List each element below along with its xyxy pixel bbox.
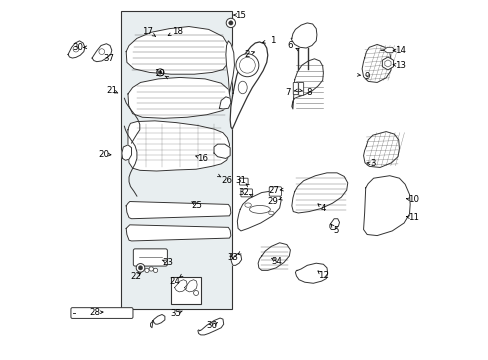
Ellipse shape — [244, 203, 251, 207]
Text: 13: 13 — [394, 61, 405, 70]
Polygon shape — [380, 47, 394, 53]
Circle shape — [193, 291, 198, 296]
Polygon shape — [122, 145, 131, 160]
Polygon shape — [291, 173, 347, 213]
Text: 30: 30 — [72, 43, 83, 52]
Text: 10: 10 — [407, 195, 418, 204]
Polygon shape — [230, 42, 267, 129]
Text: 36: 36 — [206, 321, 217, 330]
Text: 6: 6 — [287, 41, 292, 50]
FancyBboxPatch shape — [71, 308, 133, 319]
Polygon shape — [128, 77, 230, 118]
FancyBboxPatch shape — [241, 189, 252, 197]
Polygon shape — [214, 144, 230, 158]
Text: 7: 7 — [285, 87, 290, 96]
FancyBboxPatch shape — [269, 187, 281, 196]
Circle shape — [144, 268, 149, 273]
Circle shape — [228, 21, 233, 25]
Circle shape — [136, 264, 144, 272]
Text: 1: 1 — [269, 36, 275, 45]
Circle shape — [99, 49, 104, 54]
Circle shape — [235, 54, 258, 77]
Text: 2: 2 — [244, 50, 249, 59]
Text: 4: 4 — [320, 204, 325, 213]
Text: 8: 8 — [305, 87, 311, 96]
Text: 26: 26 — [221, 176, 232, 185]
Text: 12: 12 — [317, 271, 328, 280]
Polygon shape — [174, 280, 187, 292]
Text: 32: 32 — [238, 188, 249, 197]
Text: 14: 14 — [394, 46, 405, 55]
Text: 21: 21 — [106, 86, 117, 95]
FancyBboxPatch shape — [298, 82, 303, 95]
FancyBboxPatch shape — [239, 178, 247, 185]
Text: 16: 16 — [196, 154, 207, 163]
Ellipse shape — [268, 211, 274, 215]
Text: 11: 11 — [407, 213, 418, 222]
Text: 15: 15 — [235, 10, 246, 19]
Circle shape — [158, 71, 162, 74]
Circle shape — [149, 267, 153, 271]
Ellipse shape — [238, 81, 247, 94]
Text: 37: 37 — [103, 54, 115, 63]
Polygon shape — [126, 225, 230, 241]
Polygon shape — [126, 202, 230, 219]
Text: 35: 35 — [170, 309, 182, 318]
Text: 28: 28 — [89, 308, 100, 317]
Polygon shape — [362, 44, 391, 82]
Text: 9: 9 — [364, 72, 369, 81]
Circle shape — [239, 57, 255, 73]
Polygon shape — [128, 121, 229, 171]
Circle shape — [226, 18, 235, 28]
FancyBboxPatch shape — [293, 82, 298, 95]
FancyBboxPatch shape — [133, 249, 167, 266]
Ellipse shape — [249, 206, 270, 213]
Text: 17: 17 — [142, 27, 153, 36]
Bar — [121, 12, 231, 309]
Polygon shape — [92, 44, 112, 62]
Polygon shape — [198, 318, 223, 335]
Polygon shape — [237, 191, 281, 231]
Polygon shape — [363, 176, 409, 235]
Polygon shape — [290, 23, 316, 48]
Polygon shape — [184, 280, 197, 292]
Polygon shape — [68, 41, 85, 58]
Text: 24: 24 — [169, 276, 180, 285]
Polygon shape — [329, 219, 339, 229]
Text: 33: 33 — [227, 253, 238, 262]
Polygon shape — [225, 41, 234, 93]
Text: 23: 23 — [163, 258, 173, 267]
Circle shape — [73, 46, 79, 52]
Polygon shape — [126, 27, 230, 74]
Polygon shape — [219, 97, 230, 109]
Text: 25: 25 — [191, 201, 202, 210]
Polygon shape — [230, 253, 241, 265]
Polygon shape — [363, 132, 399, 167]
Text: 20: 20 — [98, 150, 109, 159]
Bar — [171, 277, 201, 304]
Text: 29: 29 — [266, 197, 277, 206]
Circle shape — [153, 268, 158, 273]
Circle shape — [156, 69, 163, 76]
Polygon shape — [291, 59, 323, 109]
Polygon shape — [150, 315, 164, 328]
Text: 3: 3 — [370, 159, 376, 168]
Text: 31: 31 — [235, 176, 246, 185]
Text: 22: 22 — [130, 272, 142, 281]
Text: 27: 27 — [268, 186, 279, 195]
Text: 34: 34 — [271, 257, 282, 266]
Text: 19: 19 — [153, 69, 164, 78]
Text: 5: 5 — [332, 226, 338, 235]
Text: 18: 18 — [172, 27, 183, 36]
Circle shape — [138, 266, 142, 270]
Polygon shape — [295, 263, 327, 283]
Polygon shape — [258, 243, 290, 270]
